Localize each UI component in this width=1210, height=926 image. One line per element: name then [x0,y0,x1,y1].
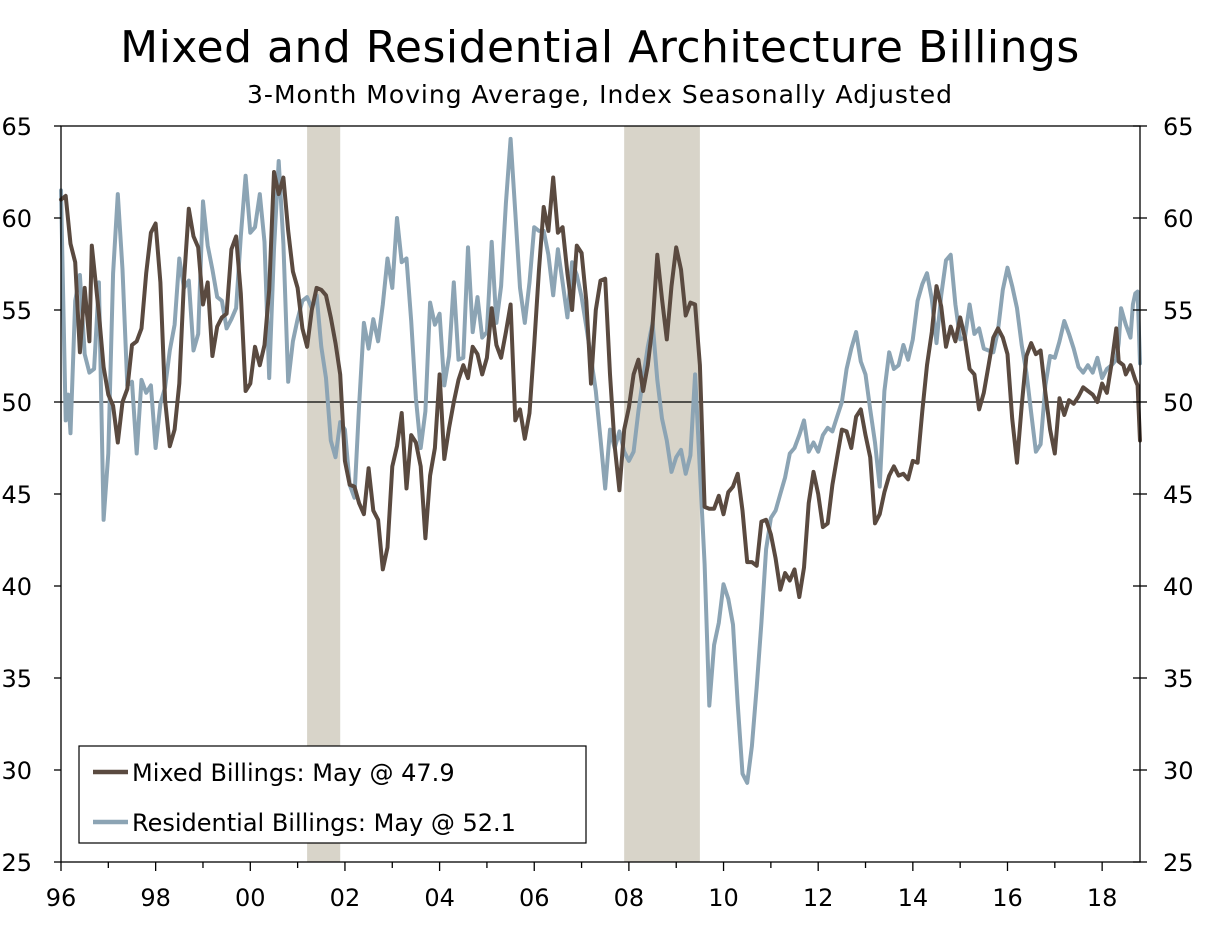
y-tick-label-left: 60 [1,205,32,233]
recession-band-2 [624,126,700,862]
x-tick-label: 00 [235,884,266,912]
x-tick-label: 04 [424,884,455,912]
y-tick-label-left: 55 [1,297,32,325]
x-tick-label: 18 [1087,884,1118,912]
y-tick-label-right: 45 [1163,481,1194,509]
legend-label-mixed: Mixed Billings: May @ 47.9 [132,759,455,787]
x-tick-label: 02 [330,884,361,912]
y-tick-label-right: 65 [1163,113,1194,141]
legend-label-residential: Residential Billings: May @ 52.1 [132,809,516,837]
y-tick-label-right: 50 [1163,389,1194,417]
y-tick-label-right: 25 [1163,849,1194,877]
y-tick-label-left: 35 [1,665,32,693]
series-layer [59,136,1142,785]
y-tick-label-left: 40 [1,573,32,601]
legend-box [78,745,587,844]
y-tick-label-right: 60 [1163,205,1194,233]
x-tick-label: 14 [898,884,929,912]
y-tick-label-right: 35 [1163,665,1194,693]
series-line-mixed [59,170,1142,599]
legend: Mixed Billings: May @ 47.9 Residential B… [78,745,587,844]
x-tick-label: 16 [992,884,1023,912]
y-tick-label-left: 30 [1,757,32,785]
y-tick-label-left: 25 [1,849,32,877]
y-tick-label-left: 45 [1,481,32,509]
x-tick-label: 98 [140,884,171,912]
x-tick-label: 12 [803,884,834,912]
x-tick-label: 96 [46,884,77,912]
y-tick-label-left: 50 [1,389,32,417]
y-tick-label-right: 55 [1163,297,1194,325]
x-tick-label: 10 [708,884,739,912]
x-tick-label: 06 [519,884,550,912]
y-tick-label-left: 65 [1,113,32,141]
axes-group: 25 25 30 30 35 35 40 40 45 45 50 50 55 55 60 60 65 65 96 98… [1,113,1193,912]
series-line-residential [59,136,1142,785]
recession-shading-group [307,126,700,862]
y-tick-label-right: 30 [1163,757,1194,785]
x-tick-label: 08 [614,884,645,912]
chart-title: Mixed and Residential Architecture Billi… [120,22,1080,73]
recession-band-1 [307,126,341,862]
chart-subtitle: 3-Month Moving Average, Index Seasonally… [247,80,953,109]
y-tick-label-right: 40 [1163,573,1194,601]
